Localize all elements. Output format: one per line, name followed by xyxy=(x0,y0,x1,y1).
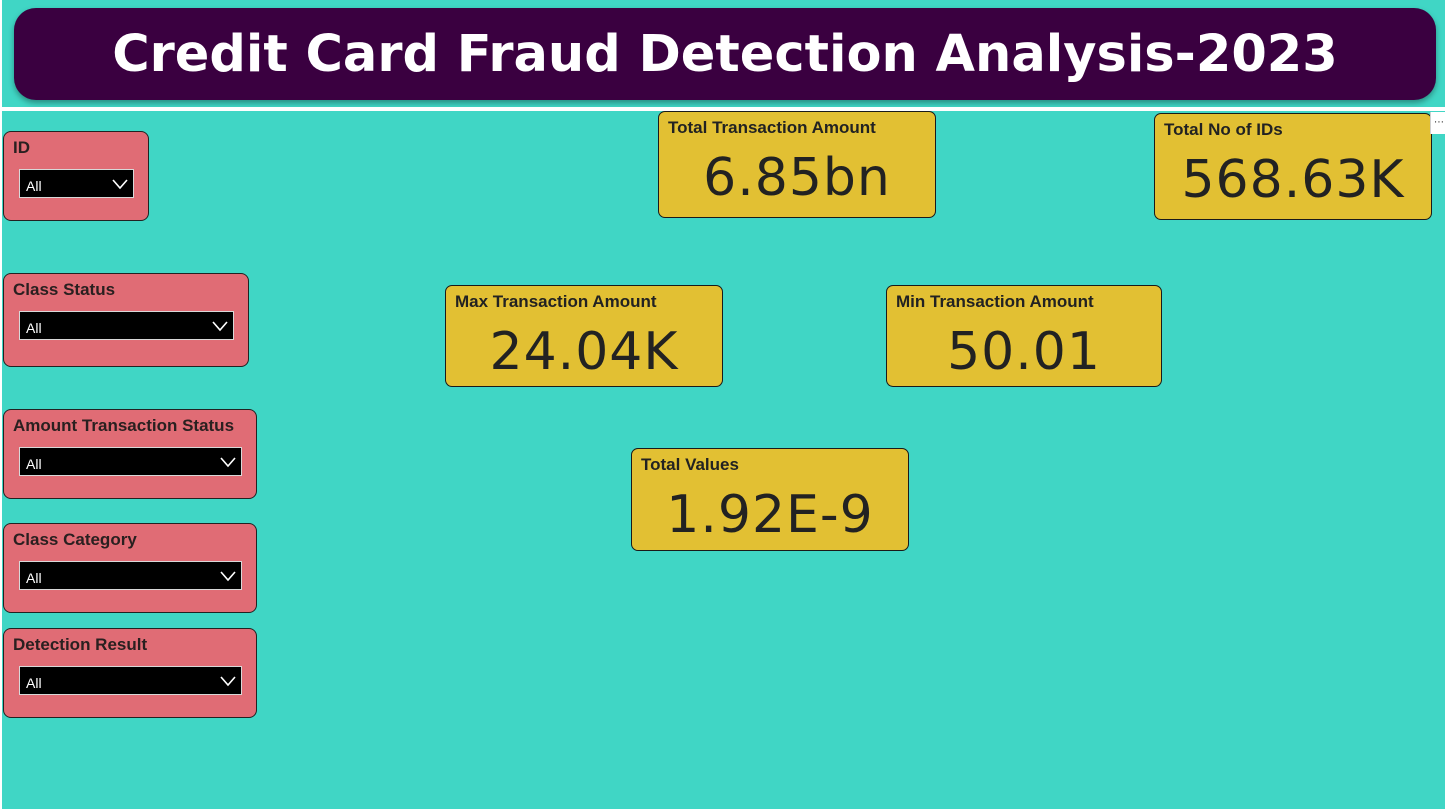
page-title: Credit Card Fraud Detection Analysis-202… xyxy=(112,24,1338,84)
card-value: 568.63K xyxy=(1181,150,1405,210)
card-value: 50.01 xyxy=(947,322,1101,382)
card-min-transaction-amount: Min Transaction Amount 50.01 xyxy=(886,285,1162,387)
slicer-class-category-label: Class Category xyxy=(13,530,137,549)
title-banner: Credit Card Fraud Detection Analysis-202… xyxy=(14,8,1436,100)
slicer-class-category-value: All xyxy=(26,570,42,586)
card-label: Total No of IDs xyxy=(1164,120,1283,139)
card-label: Total Values xyxy=(641,455,739,474)
slicer-detection-result: Detection Result All xyxy=(3,628,257,718)
card-label: Min Transaction Amount xyxy=(896,292,1094,311)
slicer-detection-result-dropdown[interactable]: All xyxy=(19,666,242,695)
slicer-id: ID All xyxy=(3,131,149,221)
slicer-class-status: Class Status All xyxy=(3,273,249,367)
slicer-class-status-value: All xyxy=(26,320,42,336)
card-total-transaction-amount: Total Transaction Amount 6.85bn xyxy=(658,111,936,218)
slicer-id-label: ID xyxy=(13,138,30,157)
chevron-down-icon xyxy=(220,571,236,582)
slicer-id-dropdown[interactable]: All xyxy=(19,169,134,198)
slicer-class-category-dropdown[interactable]: All xyxy=(19,561,242,590)
card-label: Max Transaction Amount xyxy=(455,292,657,311)
slicer-amount-transaction-status-dropdown[interactable]: All xyxy=(19,447,242,476)
card-total-values: Total Values 1.92E-9 xyxy=(631,448,909,551)
card-value: 6.85bn xyxy=(703,148,891,208)
slicer-amount-transaction-status-value: All xyxy=(26,456,42,472)
header-divider xyxy=(0,107,1447,111)
slicer-amount-transaction-status: Amount Transaction Status All xyxy=(3,409,257,499)
card-value: 24.04K xyxy=(489,322,679,382)
chevron-down-icon xyxy=(212,321,228,332)
chevron-down-icon xyxy=(220,457,236,468)
card-label: Total Transaction Amount xyxy=(668,118,876,137)
card-total-no-of-ids: Total No of IDs 568.63K xyxy=(1154,113,1432,220)
more-options-icon[interactable]: ⋯ xyxy=(1430,112,1447,134)
slicer-class-category: Class Category All xyxy=(3,523,257,613)
card-max-transaction-amount: Max Transaction Amount 24.04K xyxy=(445,285,723,387)
slicer-detection-result-value: All xyxy=(26,675,42,691)
slicer-class-status-label: Class Status xyxy=(13,280,116,299)
card-value: 1.92E-9 xyxy=(666,485,874,545)
slicer-detection-result-label: Detection Result xyxy=(13,635,148,654)
chevron-down-icon xyxy=(220,676,236,687)
slicer-amount-transaction-status-label: Amount Transaction Status xyxy=(13,416,235,435)
chevron-down-icon xyxy=(112,179,128,190)
slicer-class-status-dropdown[interactable]: All xyxy=(19,311,234,340)
slicer-id-value: All xyxy=(26,178,42,194)
